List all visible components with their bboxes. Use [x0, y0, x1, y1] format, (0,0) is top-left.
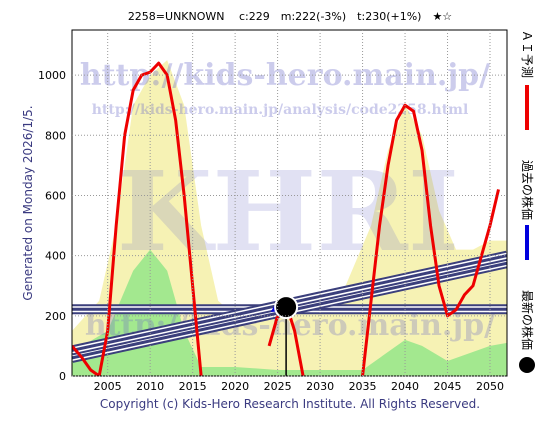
- y-tick-label: 0: [59, 370, 66, 383]
- x-tick-label: 2045: [434, 380, 462, 393]
- x-tick-label: 2030: [306, 380, 334, 393]
- legend-label: 過去の株価: [520, 160, 535, 220]
- y-tick-label: 600: [45, 189, 66, 202]
- watermark: http://kids-hero.main.jp/analysis/code22…: [92, 102, 469, 118]
- footer: Copyright (c) Kids-Hero Research Institu…: [100, 397, 480, 411]
- legend-label: 最新の株価: [520, 290, 535, 350]
- x-tick-label: 2025: [264, 380, 292, 393]
- chart-title: 2258=UNKNOWN c:229 m:222(-3%) t:230(+1%)…: [128, 10, 452, 23]
- x-tick-label: 2035: [349, 380, 377, 393]
- area: [72, 249, 507, 376]
- y-tick-label: 400: [45, 250, 66, 263]
- latest-price-marker: [274, 295, 299, 320]
- x-tick-label: 2010: [136, 380, 164, 393]
- x-tick-label: 2015: [179, 380, 207, 393]
- watermark: KHRI: [117, 147, 459, 276]
- area: [72, 60, 507, 376]
- legend-label: ＡＩ予測: [520, 30, 534, 78]
- x-tick-label: 2020: [221, 380, 249, 393]
- legend-marker: [519, 357, 535, 373]
- y-tick-label: 200: [45, 310, 66, 323]
- y-label: Generated on Monday 2026/1/5.: [21, 105, 35, 300]
- y-tick-label: 800: [45, 129, 66, 142]
- x-tick-label: 2005: [94, 380, 122, 393]
- plot-frame: [71, 29, 508, 377]
- x-tick-label: 2050: [476, 380, 504, 393]
- x-tick-label: 2040: [391, 380, 419, 393]
- y-tick-label: 1000: [38, 69, 66, 82]
